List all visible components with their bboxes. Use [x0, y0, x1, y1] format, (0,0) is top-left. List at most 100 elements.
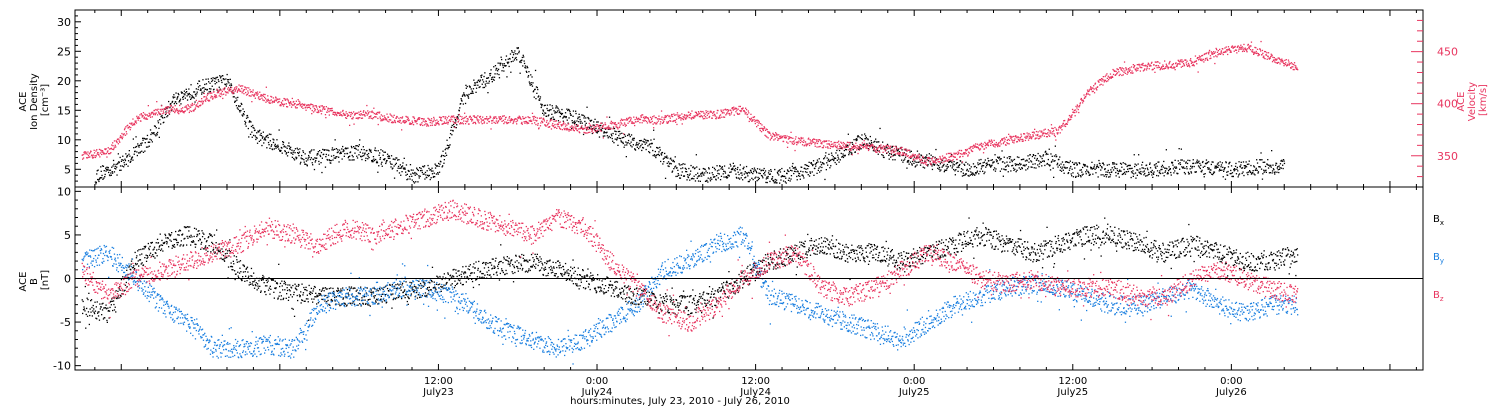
- velocity-point: [178, 109, 180, 112]
- density-point: [1189, 159, 1191, 162]
- density-point: [142, 151, 145, 153]
- density-point: [1003, 168, 1005, 170]
- velocity-point: [573, 130, 575, 132]
- density-point: [854, 151, 856, 153]
- density-point: [639, 140, 642, 142]
- density-point: [864, 138, 866, 140]
- density-point: [1015, 164, 1017, 167]
- velocity-point: [598, 124, 600, 126]
- density-point: [121, 165, 123, 167]
- density-point: [1179, 168, 1181, 170]
- velocity-point: [471, 119, 474, 121]
- velocity-point: [763, 128, 765, 130]
- density-point: [1089, 173, 1091, 176]
- density-point: [978, 173, 980, 175]
- velocity-point: [466, 118, 468, 120]
- density-point: [351, 147, 353, 149]
- velocity-point: [845, 143, 847, 146]
- density-point: [563, 116, 565, 118]
- density-point: [682, 167, 684, 169]
- density-point: [1128, 167, 1130, 170]
- density-point: [1051, 155, 1053, 157]
- velocity-point: [112, 145, 114, 147]
- density-point: [708, 168, 710, 170]
- density-point: [585, 122, 587, 124]
- density-point: [1073, 163, 1075, 166]
- density-point: [1022, 164, 1024, 167]
- velocity-point: [200, 101, 202, 103]
- velocity-point: [893, 151, 895, 153]
- velocity-point: [396, 116, 398, 118]
- density-point: [796, 179, 798, 181]
- velocity-point: [356, 117, 358, 119]
- density-point: [118, 161, 120, 163]
- density-point: [886, 143, 889, 146]
- velocity-point: [342, 109, 344, 112]
- density-point: [675, 175, 677, 178]
- velocity-point: [997, 145, 999, 148]
- velocity-point: [1008, 133, 1010, 135]
- density-point: [398, 172, 401, 174]
- density-point: [1256, 169, 1258, 171]
- velocity-point: [421, 122, 423, 124]
- velocity-point: [856, 147, 859, 149]
- density-point: [291, 156, 293, 158]
- density-point: [319, 154, 321, 156]
- velocity-point: [1087, 91, 1089, 93]
- velocity-point: [521, 121, 523, 124]
- velocity-point: [676, 123, 678, 126]
- velocity-point: [817, 139, 819, 141]
- density-point: [974, 165, 976, 167]
- density-point: [133, 153, 135, 155]
- density-point: [1040, 161, 1042, 163]
- velocity-point: [114, 144, 116, 146]
- density-point: [1238, 173, 1241, 175]
- density-point: [648, 144, 650, 146]
- density-point: [1199, 162, 1201, 165]
- velocity-point: [930, 157, 933, 160]
- density-point: [561, 108, 563, 111]
- density-point: [672, 159, 675, 162]
- velocity-point: [427, 117, 429, 119]
- density-point: [279, 149, 281, 152]
- velocity-point: [918, 156, 920, 158]
- velocity-point: [250, 95, 252, 97]
- density-point: [235, 97, 237, 99]
- density-point: [1173, 166, 1175, 168]
- velocity-point: [623, 119, 625, 121]
- density-point: [932, 163, 934, 165]
- velocity-point: [857, 152, 859, 155]
- density-point: [239, 111, 241, 113]
- velocity-point: [274, 99, 276, 101]
- density-point: [172, 96, 174, 98]
- density-point: [699, 175, 701, 177]
- velocity-point: [821, 143, 823, 145]
- velocity-point: [503, 115, 505, 117]
- density-point: [539, 98, 541, 100]
- velocity-point: [1016, 137, 1018, 139]
- density-point: [412, 169, 414, 171]
- density-point: [616, 138, 618, 140]
- velocity-point: [217, 89, 219, 91]
- density-point: [172, 97, 175, 99]
- density-point: [729, 171, 731, 173]
- velocity-point: [140, 120, 142, 122]
- velocity-point: [295, 100, 297, 102]
- density-point: [615, 130, 617, 133]
- velocity-point: [686, 115, 689, 117]
- density-point: [1135, 164, 1138, 166]
- density-point: [898, 151, 901, 153]
- velocity-point: [602, 125, 604, 127]
- velocity-point: [667, 120, 670, 123]
- velocity-point: [788, 136, 790, 138]
- density-point: [471, 91, 474, 93]
- density-point: [1079, 169, 1081, 171]
- density-point: [728, 167, 730, 169]
- density-point: [1160, 166, 1163, 168]
- density-point: [276, 146, 279, 148]
- velocity-point: [147, 105, 149, 107]
- velocity-point: [275, 96, 277, 98]
- density-point: [383, 151, 385, 153]
- density-point: [753, 167, 756, 169]
- density-point: [1118, 170, 1120, 173]
